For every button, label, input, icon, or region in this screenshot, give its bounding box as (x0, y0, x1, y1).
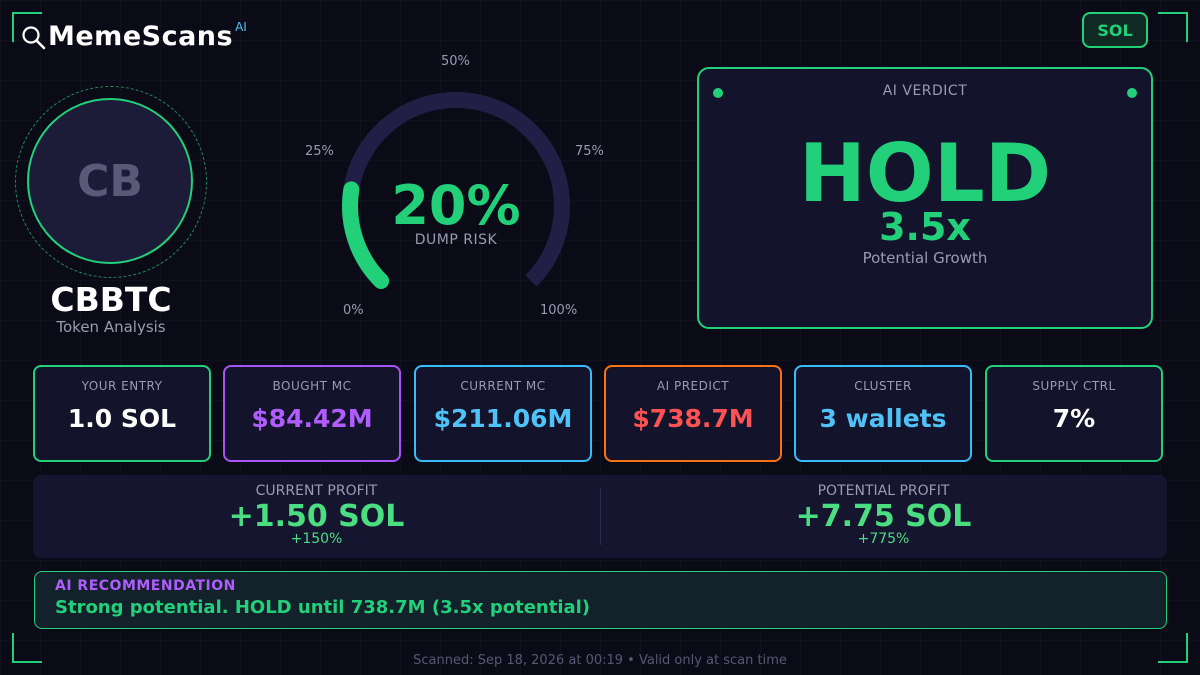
chain-badge[interactable]: SOL (1082, 12, 1148, 48)
verdict-multiplier: 3.5x (879, 205, 971, 249)
ai-verdict-panel: AI VERDICT HOLD 3.5x Potential Growth (697, 67, 1153, 329)
verdict-dot-right (1127, 88, 1137, 98)
stat-card-cluster: CLUSTER 3 wallets (794, 365, 972, 462)
ai-recommendation: AI RECOMMENDATION Strong potential. HOLD… (34, 571, 1167, 629)
potential-profit: POTENTIAL PROFIT +7.75 SOL +775% (600, 475, 1167, 558)
corner-bracket-bottom-left (12, 633, 42, 663)
current-profit: CURRENT PROFIT +1.50 SOL +150% (33, 475, 600, 558)
stat-label: CLUSTER (854, 379, 912, 393)
stat-label: AI PREDICT (656, 379, 730, 393)
potential-profit-label: POTENTIAL PROFIT (817, 483, 950, 499)
dump-risk-value: 20% (391, 174, 521, 237)
verdict-title: AI VERDICT (882, 83, 968, 99)
corner-bracket-bottom-right (1158, 633, 1188, 663)
current-profit-percent: +150% (290, 531, 343, 547)
stat-value: $738.7M (632, 404, 754, 433)
potential-profit-value: +7.75 SOL (795, 499, 972, 534)
stat-value: 3 wallets (819, 404, 947, 433)
verdict-caption: Potential Growth (862, 249, 988, 267)
token-symbol: CBBTC (50, 280, 172, 319)
scan-footer: Scanned: Sep 18, 2026 at 00:19 • Valid o… (413, 653, 787, 668)
stat-card-ai-predict: AI PREDICT $738.7M (604, 365, 782, 462)
token-avatar-container: CB (15, 86, 209, 280)
current-profit-label: CURRENT PROFIT (255, 483, 378, 499)
gauge-tick-50: 50% (441, 54, 470, 69)
current-profit-value: +1.50 SOL (228, 499, 405, 534)
brand-name: MemeScans (48, 21, 234, 52)
brand-ai-superscript: AI (235, 20, 247, 34)
avatar-dashed-ring (15, 86, 207, 278)
verdict-dot-left (713, 88, 723, 98)
stat-label: CURRENT MC (460, 379, 546, 393)
gauge-tick-75: 75% (575, 144, 604, 159)
recommendation-title: AI RECOMMENDATION (55, 578, 236, 594)
recommendation-text: Strong potential. HOLD until 738.7M (3.5… (55, 597, 591, 618)
stat-card-supply-ctrl: SUPPLY CTRL 7% (985, 365, 1163, 462)
gauge-tick-100: 100% (540, 303, 578, 318)
stat-label: YOUR ENTRY (81, 379, 163, 393)
token-subtitle: Token Analysis (56, 318, 166, 336)
corner-bracket-top-left (12, 12, 42, 42)
dump-risk-gauge: 50% 25% 75% 0% 100% 20% DUMP RISK (280, 40, 640, 340)
potential-profit-percent: +775% (857, 531, 910, 547)
stat-card-bought-mc: BOUGHT MC $84.42M (223, 365, 401, 462)
stat-value: 1.0 SOL (67, 404, 177, 433)
stat-label: SUPPLY CTRL (1032, 379, 1116, 393)
verdict-decision: HOLD (798, 127, 1052, 220)
dump-risk-label: DUMP RISK (414, 232, 498, 248)
profit-panel: CURRENT PROFIT +1.50 SOL +150% POTENTIAL… (33, 475, 1167, 558)
stat-card-current-mc: CURRENT MC $211.06M (414, 365, 592, 462)
stat-label: BOUGHT MC (272, 379, 352, 393)
stat-value: $84.42M (251, 404, 373, 433)
stat-card-your-entry: YOUR ENTRY 1.0 SOL (33, 365, 211, 462)
gauge-fill (342, 181, 390, 289)
magnifier-icon (22, 26, 46, 50)
stats-row: YOUR ENTRY 1.0 SOL BOUGHT MC $84.42M CUR… (33, 365, 1164, 463)
stat-value: 7% (1052, 404, 1096, 433)
token-avatar: CB (27, 98, 193, 264)
brand-logo: MemeScans AI (20, 20, 247, 54)
corner-bracket-top-right (1158, 12, 1188, 42)
gauge-tick-0: 0% (343, 303, 364, 318)
gauge-tick-25: 25% (305, 144, 334, 159)
stat-value: $211.06M (433, 404, 573, 433)
profit-divider (600, 488, 601, 545)
